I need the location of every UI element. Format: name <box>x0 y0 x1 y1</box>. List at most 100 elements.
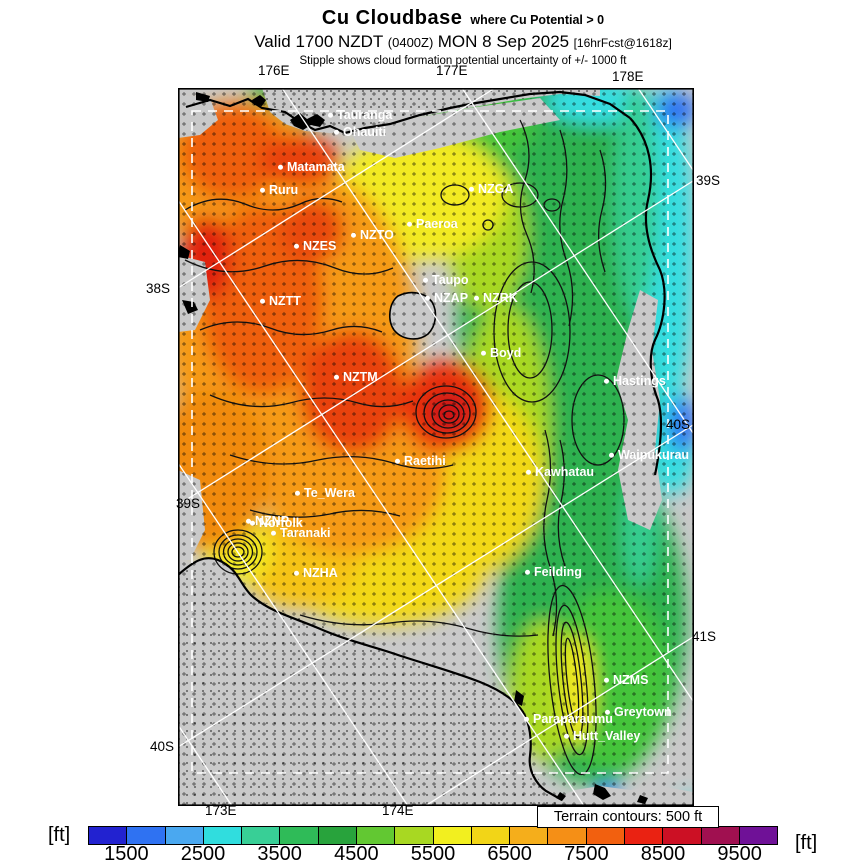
colorbar-segment <box>242 827 281 844</box>
title-qualifier: where Cu Potential > 0 <box>470 13 605 27</box>
colorbar-tick-5500: 5500 <box>410 843 456 860</box>
station-label-nzga: NZGA <box>469 183 513 196</box>
station-dot <box>294 570 299 576</box>
colorbar-segment <box>548 827 587 844</box>
stipple-subtitle: Stipple shows cloud formation potential … <box>299 55 627 67</box>
station-dot <box>295 490 300 496</box>
station-name: Feilding <box>534 564 582 579</box>
station-label-te_wera: Te_Wera <box>295 487 355 500</box>
station-name: Kawhatau <box>535 464 595 479</box>
colorbar-segment <box>280 827 319 844</box>
station-label-nzha: NZHA <box>294 567 338 580</box>
station-name: Tauranga <box>337 107 393 122</box>
station-name: Boyd <box>490 345 522 360</box>
station-name: Paraparaumu <box>533 711 613 726</box>
colorbar-segment <box>356 827 396 844</box>
grid-label-173e: 173E <box>205 803 237 818</box>
domain-boundary <box>191 110 669 774</box>
station-label-boyd: Boyd <box>481 347 521 360</box>
grid-label-38s: 38S <box>146 281 171 296</box>
colorbar <box>88 826 778 845</box>
colorbar-segment <box>624 827 664 844</box>
station-name: Taranaki <box>280 525 331 540</box>
valid-time: Valid 1700 NZDT <box>254 32 384 51</box>
colorbar-segment <box>510 827 549 844</box>
station-dot <box>278 164 283 170</box>
station-label-nztm: NZTM <box>334 371 378 384</box>
grid-label-39s: 39S <box>696 173 721 188</box>
station-name: Ohauiti <box>343 124 387 139</box>
colorbar-segment <box>433 827 472 844</box>
station-dot <box>423 277 428 283</box>
station-name: Norfolk <box>259 515 303 530</box>
station-label-feilding: Feilding <box>525 566 582 579</box>
station-dot <box>334 374 339 380</box>
station-label-ruru: Ruru <box>260 184 298 197</box>
station-name: Taupo <box>432 272 469 287</box>
colorbar-segment <box>471 827 511 844</box>
station-name: NZNP <box>255 513 290 528</box>
station-dot <box>271 530 276 536</box>
grid-label-39s: 39S <box>176 496 201 511</box>
station-name: NZTO <box>360 227 394 242</box>
station-label-nznp: NZNP <box>246 515 289 528</box>
colorbar-segment <box>395 827 434 844</box>
grid-label-40s: 40S <box>150 739 175 754</box>
station-dot <box>526 469 531 475</box>
station-label-paeroa: Paeroa <box>407 218 458 231</box>
station-label-nzto: NZTO <box>351 229 394 242</box>
station-label-tauranga: Tauranga <box>328 109 392 122</box>
station-label-taupo: Taupo <box>423 274 469 287</box>
colorbar-segment <box>739 827 778 844</box>
station-dot <box>246 518 251 524</box>
station-label-ohauiti: Ohauiti <box>334 126 386 139</box>
valid-zulu: (0400Z) <box>387 35 434 50</box>
station-dot <box>609 452 614 458</box>
station-name: Raetihi <box>404 453 446 468</box>
colorbar-unit-left: [ft] <box>48 824 71 846</box>
colorbar-tick-1500: 1500 <box>104 843 149 860</box>
station-name: Matamata <box>287 159 345 174</box>
colorbar-tick-9500: 9500 <box>717 843 762 860</box>
terrain-contours-note: Terrain contours: 500 ft <box>537 806 719 828</box>
station-name: NZAP <box>434 290 469 305</box>
colorbar-tick-8500: 8500 <box>640 843 686 860</box>
station-name: Waipukurau <box>618 447 690 462</box>
colorbar-tick-4500: 4500 <box>334 843 379 860</box>
forecast-tag: [16hrFcst@1618z] <box>573 36 672 50</box>
station-dot <box>260 298 265 304</box>
station-label-nztt: NZTT <box>260 295 301 308</box>
station-dot <box>334 129 339 135</box>
station-dot <box>328 112 333 118</box>
station-label-nzrk: NZRK <box>474 292 518 305</box>
station-label-hutt_valley: Hutt_Valley <box>564 730 640 743</box>
colorbar-tick-6500: 6500 <box>487 843 532 860</box>
colorbar-segment <box>127 827 166 844</box>
station-label-hastings: Hastings <box>604 375 666 388</box>
station-label-paraparaumu: Paraparaumu <box>524 713 613 726</box>
station-name: Hastings <box>613 373 666 388</box>
station-name: NZTM <box>343 369 378 384</box>
station-dot <box>605 709 610 715</box>
station-dot <box>604 677 609 683</box>
valid-date: MON 8 Sep 2025 <box>437 32 570 51</box>
station-dot <box>481 350 486 356</box>
colorbar-segment <box>89 827 128 844</box>
grid-label-174e: 174E <box>382 803 414 818</box>
station-label-norfolk: Norfolk <box>250 517 303 530</box>
title-line-2: Valid 1700 NZDT (0400Z) MON 8 Sep 2025 [… <box>38 31 850 53</box>
station-name: Greytown <box>614 704 672 719</box>
colorbar-segment <box>586 827 625 844</box>
station-label-matamata: Matamata <box>278 161 345 174</box>
station-label-greytown: Greytown <box>605 706 672 719</box>
grid-label-176e: 176E <box>258 63 290 78</box>
stipple-sea <box>178 568 562 806</box>
colorbar-segment <box>318 827 357 844</box>
colorbar-unit-right: [ft] <box>795 832 818 854</box>
station-label-waipukurau: Waipukurau <box>609 449 689 462</box>
page-title: Cu Cloudbase <box>321 7 463 29</box>
station-name: NZES <box>303 238 337 253</box>
islands <box>178 92 648 804</box>
forecast-map <box>178 88 694 806</box>
colorbar-tick-2500: 2500 <box>180 843 226 860</box>
